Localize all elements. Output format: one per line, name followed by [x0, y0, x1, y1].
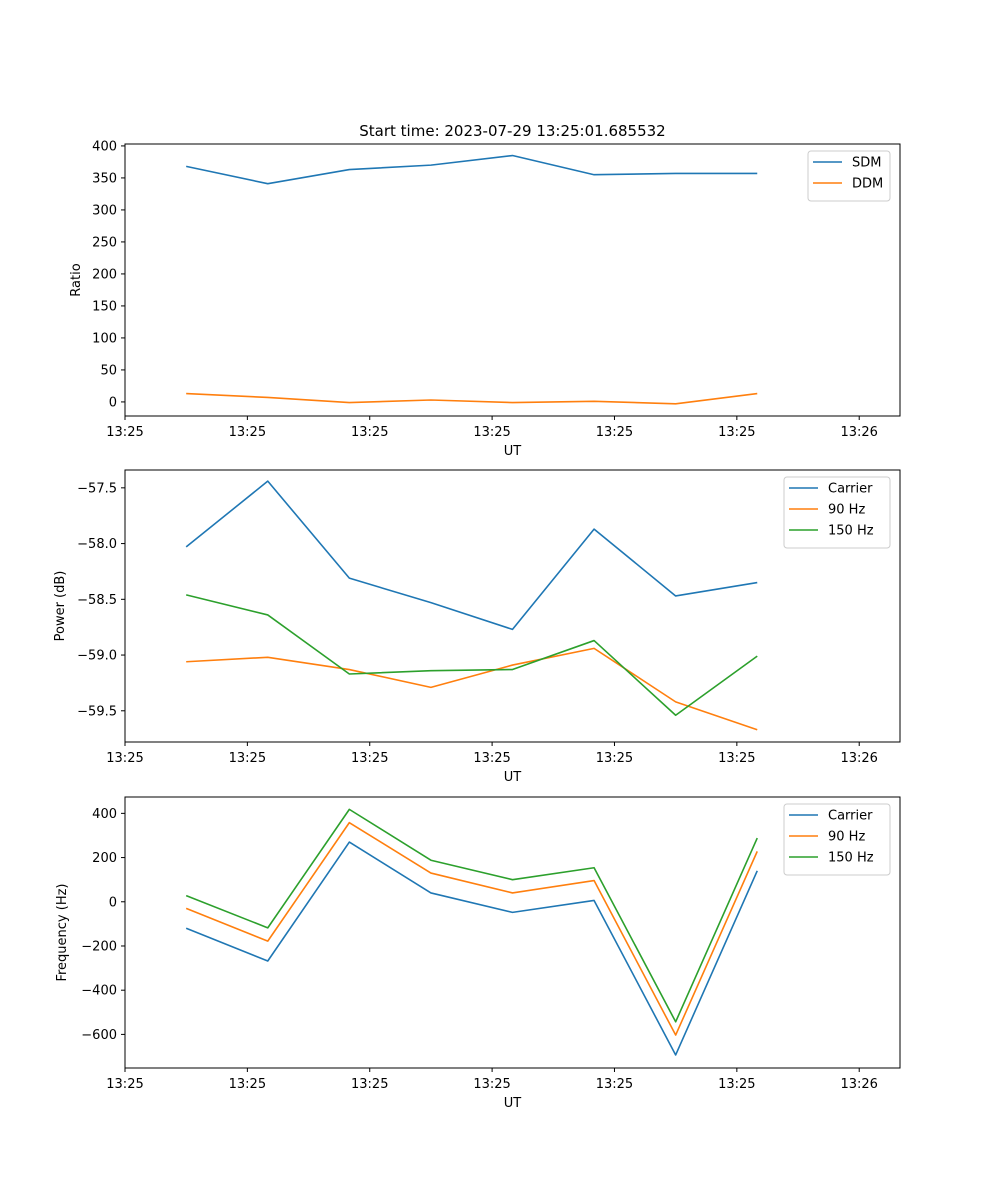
y-tick-label: 250: [92, 235, 117, 250]
x-tick-label: 13:25: [351, 425, 388, 440]
legend: Carrier 90 Hz 150 Hz: [783, 803, 891, 876]
x-tick-label: 13:25: [596, 1077, 633, 1092]
y-tick-label: −58.5: [77, 593, 117, 608]
legend-label: 150 Hz: [828, 524, 874, 539]
series-line-ddm: [186, 392, 758, 405]
x-tick-label: 13:26: [840, 1077, 877, 1092]
y-tick-label: −57.5: [77, 481, 117, 496]
subplot-3: 13:25 13:25 13:25 13:25 13:25 13:25 13:26 400 20…: [55, 796, 901, 1111]
x-axis-label: UT: [504, 444, 522, 459]
subplot-1: 13:25 13:25 13:25 13:25 13:25 13:25 13:26 0 50 10…: [69, 139, 901, 459]
series-line-carrier: [185, 841, 758, 1056]
x-tick-label: 13:25: [229, 425, 266, 440]
series-line-90-hz: [185, 821, 758, 1036]
y-tick-label: −59.0: [77, 649, 117, 664]
x-tick-label: 13:25: [473, 1077, 510, 1092]
legend: Carrier 90 Hz 150 Hz: [783, 476, 891, 549]
x-tick-label: 13:25: [229, 751, 266, 766]
series-line-sdm: [186, 154, 758, 185]
series-line-150-hz: [185, 808, 758, 1023]
y-axis-label: Frequency (Hz): [55, 883, 70, 981]
series-line-90-hz: [186, 647, 758, 731]
legend-label: Carrier: [828, 809, 873, 824]
x-tick-label: 13:25: [106, 1077, 143, 1092]
y-tick-label: 0: [109, 395, 117, 410]
legend-label: Carrier: [828, 482, 873, 497]
y-tick-label: 150: [92, 299, 117, 314]
y-tick-label: 50: [100, 363, 117, 378]
x-tick-label: 13:25: [106, 751, 143, 766]
legend-label: DDM: [852, 177, 883, 192]
y-tick-label: 400: [92, 139, 117, 154]
subplot-2: 13:25 13:25 13:25 13:25 13:25 13:25 13:26 −57.5…: [53, 469, 901, 785]
x-tick-label: 13:25: [229, 1077, 266, 1092]
chart-title: Start time: 2023-07-29 13:25:01.685532: [359, 122, 665, 140]
x-axis-label: UT: [504, 770, 522, 785]
legend-box: [807, 150, 891, 202]
x-tick-label: 13:25: [351, 751, 388, 766]
x-axis-label: UT: [504, 1096, 522, 1111]
x-tick-label: 13:25: [351, 1077, 388, 1092]
legend-label: SDM: [852, 156, 881, 171]
legend-label: 150 Hz: [828, 851, 874, 866]
x-tick-label: 13:25: [596, 751, 633, 766]
y-tick-label: −59.5: [77, 704, 117, 719]
x-tick-label: 13:26: [840, 751, 877, 766]
x-tick-label: 13:25: [473, 425, 510, 440]
series-line-150-hz: [185, 594, 758, 717]
y-tick-label: −600: [81, 1028, 117, 1043]
y-tick-label: 200: [92, 851, 117, 866]
y-tick-label: 400: [92, 807, 117, 822]
legend-label: 90 Hz: [828, 830, 865, 845]
y-tick-label: 200: [92, 267, 117, 282]
legend: SDM DDM: [807, 150, 891, 202]
x-tick-label: 13:26: [840, 425, 877, 440]
subplots: 13:25 13:25 13:25 13:25 13:25 13:25 13:26 0 50 10…: [53, 139, 901, 1111]
x-tick-label: 13:25: [718, 751, 755, 766]
x-tick-label: 13:25: [718, 425, 755, 440]
y-tick-label: −400: [81, 984, 117, 999]
axes-frame: [124, 469, 901, 743]
y-tick-label: 100: [92, 331, 117, 346]
y-axis-label: Power (dB): [53, 571, 68, 642]
y-axis-label: Ratio: [69, 263, 84, 296]
legend-label: 90 Hz: [828, 503, 865, 518]
x-tick-label: 13:25: [473, 751, 510, 766]
series-line-carrier: [185, 480, 758, 631]
y-tick-label: −58.0: [77, 537, 117, 552]
x-tick-label: 13:25: [596, 425, 633, 440]
y-tick-label: 300: [92, 203, 117, 218]
y-tick-label: 0: [109, 895, 117, 910]
y-tick-label: 350: [92, 171, 117, 186]
axes-frame: [124, 143, 901, 417]
x-tick-label: 13:25: [718, 1077, 755, 1092]
y-tick-label: −200: [81, 939, 117, 954]
axes-frame: [124, 796, 901, 1069]
x-tick-label: 13:25: [106, 425, 143, 440]
